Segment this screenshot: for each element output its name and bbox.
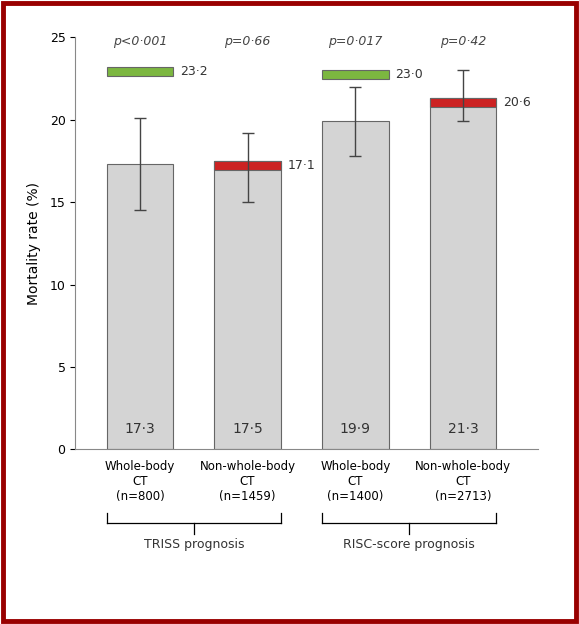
Bar — [322, 122, 389, 449]
Bar — [214, 161, 281, 449]
Text: 17·3: 17·3 — [124, 422, 155, 436]
Text: RISC-score prognosis: RISC-score prognosis — [343, 538, 475, 551]
Text: 23·0: 23·0 — [395, 69, 423, 81]
Bar — [107, 67, 173, 76]
Bar — [430, 99, 496, 449]
Text: 19·9: 19·9 — [340, 422, 371, 436]
Text: 21·3: 21·3 — [448, 422, 478, 436]
Bar — [107, 164, 173, 449]
Text: 17·5: 17·5 — [232, 422, 263, 436]
Bar — [322, 71, 389, 79]
Y-axis label: Mortality rate (%): Mortality rate (%) — [27, 182, 41, 305]
Text: 20·6: 20·6 — [503, 97, 531, 109]
Text: 23·2: 23·2 — [179, 65, 207, 78]
Text: p=0·42: p=0·42 — [440, 35, 486, 48]
Bar — [430, 99, 496, 107]
Text: p=0·017: p=0·017 — [328, 35, 383, 48]
Bar — [214, 161, 281, 170]
Text: 17·1: 17·1 — [288, 159, 315, 172]
Text: TRISS prognosis: TRISS prognosis — [144, 538, 244, 551]
Text: p<0·001: p<0·001 — [113, 35, 167, 48]
Text: p=0·66: p=0·66 — [225, 35, 271, 48]
